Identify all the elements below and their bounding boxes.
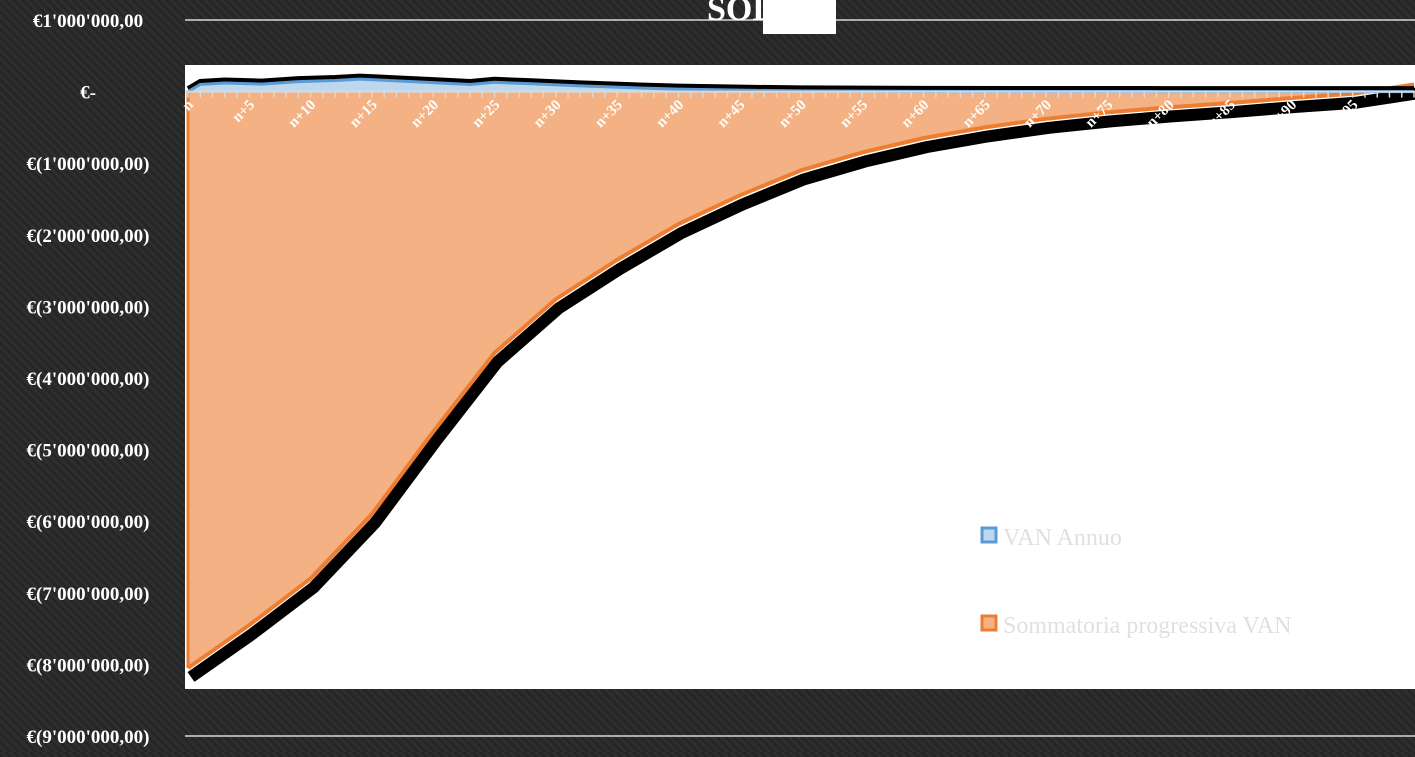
y-tick-label: €(5'000'000,00) — [27, 441, 150, 462]
y-tick-label: €(1'000'000,00) — [27, 154, 150, 175]
series-area-van — [188, 79, 1414, 92]
y-tick-label: €(2'000'000,00) — [27, 226, 150, 247]
legend-swatch — [980, 614, 998, 632]
legend-label: Sommatoria progressiva VAN — [1003, 613, 1291, 639]
y-tick-label: €- — [80, 83, 96, 104]
y-tick-label: €(4'000'000,00) — [27, 369, 150, 390]
chart-title: SOL. 1 — [707, 0, 809, 28]
series-area-cumulative — [188, 84, 1414, 668]
y-tick-label: €(3'000'000,00) — [27, 297, 150, 318]
y-tick-label: €(7'000'000,00) — [27, 584, 150, 605]
y-tick-label: €(9'000'000,00) — [27, 727, 150, 748]
series-shadow-van — [186, 73, 1415, 92]
y-tick-label: €1'000'000,00 — [33, 11, 143, 32]
series-shadow-line — [187, 87, 1415, 682]
y-tick-label: €(8'000'000,00) — [27, 655, 150, 676]
title-highlight — [763, 0, 836, 34]
series-line-cumulative — [186, 82, 1415, 670]
y-tick-label: €(6'000'000,00) — [27, 512, 150, 533]
legend-swatch — [980, 526, 998, 544]
legend-item: Sommatoria progressiva VAN — [980, 613, 1291, 639]
legend-label: VAN Annuo — [1003, 525, 1122, 551]
legend-item: VAN Annuo — [980, 525, 1122, 551]
